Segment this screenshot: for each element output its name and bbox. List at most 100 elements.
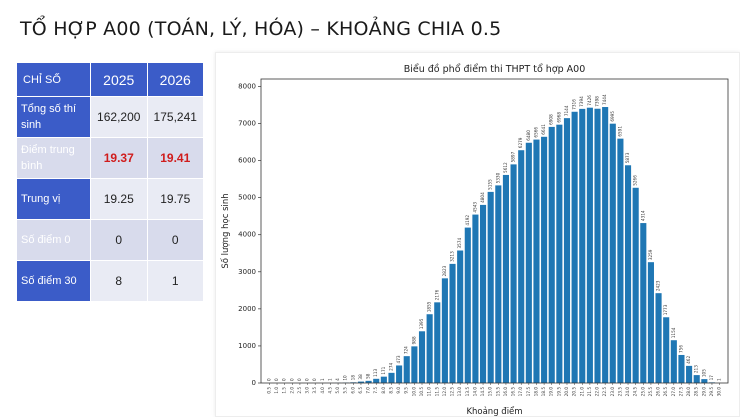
bar-value-label: 4: [335, 378, 340, 381]
bar-value-label: 1: [717, 378, 722, 381]
histogram-bar: [388, 372, 395, 383]
x-tick-label: 28.5: [694, 387, 699, 397]
x-tick-label: 3.5: [312, 387, 317, 394]
x-tick-label: 19.5: [556, 387, 561, 397]
histogram-bar: [365, 380, 372, 383]
histogram-bar: [556, 124, 563, 384]
x-tick-label: 4.0: [320, 387, 325, 394]
bar-value-label: 7144: [564, 105, 569, 116]
x-tick-label: 12.5: [450, 387, 455, 397]
x-tick-label: 9.0: [396, 387, 401, 394]
cell-2026: 0: [146, 219, 204, 261]
bar-value-label: 1773: [663, 304, 668, 315]
x-tick-label: 11.5: [434, 387, 439, 397]
x-tick-label: 1.0: [274, 387, 279, 394]
y-tick-label: 7000: [238, 119, 256, 127]
cell-2025: 19.37: [90, 137, 148, 179]
x-tick-label: 0.5: [266, 387, 271, 394]
bar-value-label: 4192: [465, 215, 470, 226]
x-tick-label: 7.0: [366, 387, 371, 394]
x-tick-label: 13.5: [465, 387, 470, 397]
x-tick-label: 19.0: [549, 387, 554, 397]
x-tick-label: 25.5: [648, 387, 653, 397]
row-label: Trung vị: [16, 178, 91, 220]
bar-value-label: 756: [678, 345, 683, 353]
bar-value-label: 1: [327, 378, 332, 381]
x-tick-label: 22.0: [595, 387, 600, 397]
histogram-bar: [464, 227, 471, 383]
x-tick-label: 16.0: [503, 387, 508, 397]
y-tick-label: 1000: [238, 342, 256, 350]
histogram-bar: [502, 174, 509, 383]
histogram-bar: [357, 381, 365, 383]
histogram-bar: [647, 262, 654, 383]
x-tick-label: 17.0: [518, 387, 523, 397]
x-tick-label: 24.0: [625, 387, 630, 397]
x-tick-label: 4.5: [327, 387, 332, 394]
stats-table: CHỈ SỐ 2025 2026 Tổng số thí sinh 162,20…: [16, 62, 204, 302]
header-2025: 2025: [90, 62, 148, 97]
bar-value-label: 4804: [480, 192, 485, 203]
histogram-bar: [411, 346, 418, 383]
table-row: Số điểm 0 0 0: [16, 219, 204, 261]
histogram-bar: [686, 365, 693, 383]
histogram-bar: [678, 354, 685, 383]
bar-value-label: 473: [396, 355, 401, 363]
histogram-bar: [632, 187, 639, 383]
histogram-bar: [487, 191, 494, 383]
bar-value-label: 0: [266, 378, 271, 381]
header-indicator: CHỈ SỐ: [16, 62, 91, 97]
bar-value-label: 988: [411, 336, 416, 344]
bar-value-label: 6968: [556, 112, 561, 123]
x-tick-label: 29.5: [709, 387, 714, 397]
histogram-bar: [571, 111, 578, 384]
x-tick-label: 5.5: [343, 387, 348, 394]
x-tick-label: 5.0: [335, 387, 340, 394]
histogram-bar: [579, 108, 586, 383]
x-tick-label: 29.0: [701, 387, 706, 397]
bar-value-label: 7444: [602, 94, 607, 105]
bar-value-label: 58: [366, 373, 371, 379]
table-row: Trung vị 19.25 19.75: [16, 178, 204, 220]
row-label: Số điểm 30: [16, 260, 91, 302]
bar-value-label: 7426: [587, 95, 592, 106]
x-tick-label: 14.0: [472, 387, 477, 397]
x-tick-label: 12.0: [442, 387, 447, 397]
bar-value-label: 5266: [633, 175, 638, 186]
x-tick-label: 10.0: [411, 387, 416, 397]
x-tick-label: 2.5: [297, 387, 302, 394]
histogram-chart: Biểu đồ phổ điểm thi THPT tổ hợp A00 0 0.5…: [220, 64, 729, 417]
histogram-bar: [403, 356, 410, 383]
histogram-bar: [563, 118, 571, 384]
bar-value-label: 4543: [472, 202, 477, 213]
bar-value-label: 38: [358, 374, 363, 380]
x-tick-label: 16.5: [511, 387, 516, 397]
bar-value-label: 1: [320, 378, 325, 381]
bar-value-label: 7394: [579, 96, 584, 107]
cell-2025: 8: [90, 260, 148, 302]
x-tick-label: 15.5: [495, 387, 500, 397]
bar-value-label: 17: [709, 375, 714, 381]
bar-value-label: 724: [404, 346, 409, 354]
bar-value-label: 0: [312, 378, 317, 381]
histogram-bar: [373, 378, 380, 383]
histogram-bar: [472, 214, 479, 383]
cell-2026: 19.75: [146, 178, 204, 220]
bar-value-label: 10: [343, 375, 348, 381]
bar-value-label: 1395: [419, 318, 424, 329]
histogram-bar: [441, 278, 448, 383]
histogram-bar: [495, 185, 502, 383]
x-tick-label: 21.0: [579, 387, 584, 397]
histogram-bar: [663, 317, 670, 383]
histogram-bar: [602, 107, 609, 383]
table-row: Điểm trung bình 19.37 19.41: [16, 137, 204, 179]
bar-value-label: 6591: [617, 126, 622, 137]
histogram-bar: [670, 340, 677, 383]
bar-value-label: 213: [694, 365, 699, 373]
bar-value-label: 105: [701, 369, 706, 377]
x-tick-label: 15.0: [488, 387, 493, 397]
row-label: Tổng số thí sinh: [16, 96, 91, 138]
x-tick-label: 24.5: [633, 387, 638, 397]
bar-value-label: 18: [350, 375, 355, 381]
page-title: TỔ HỢP A00 (TOÁN, LÝ, HÓA) – KHOẢNG CHIA…: [20, 18, 502, 40]
